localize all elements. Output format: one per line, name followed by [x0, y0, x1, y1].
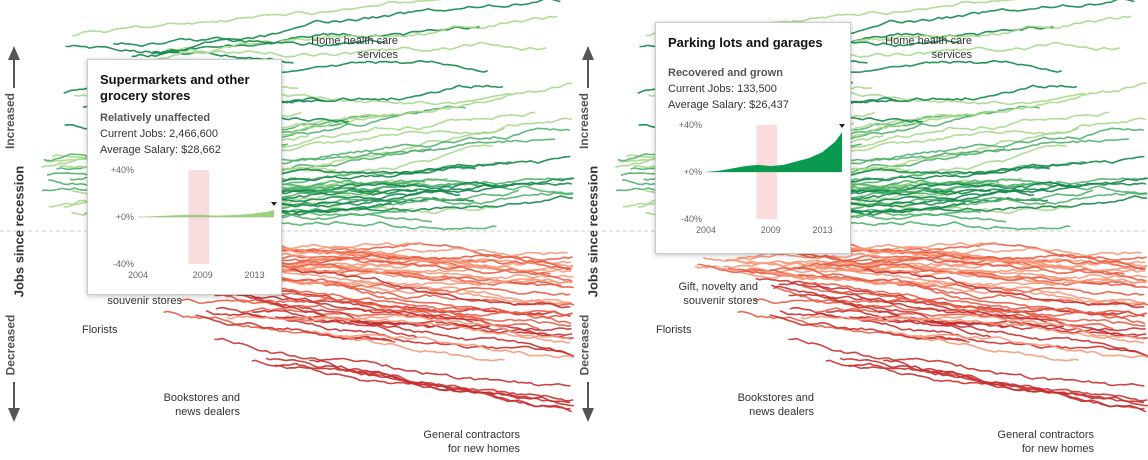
axis-arrows: [8, 46, 20, 422]
tooltip-average-salary: Average Salary: $26,437: [668, 99, 789, 111]
industry-line: [748, 267, 1145, 304]
industry-line: [195, 314, 392, 342]
x-tick-label: 2009: [761, 225, 781, 235]
x-tick-label: 2013: [245, 270, 265, 280]
industry-line: [886, 330, 1079, 362]
tooltip-title: Parking lots and garages: [668, 35, 823, 50]
industry-line: [823, 262, 1148, 289]
annotation-florists: Florists: [656, 324, 692, 336]
industry-line: [251, 359, 573, 413]
increased-label: Increased: [577, 92, 592, 150]
industry-line: [802, 281, 1148, 317]
axis-arrows: [582, 46, 594, 422]
industry-line: [227, 284, 572, 327]
tooltip-supermarkets: Supermarkets and other grocery stores Re…: [87, 59, 282, 295]
industry-line: [697, 253, 1146, 274]
decreased-label: Decreased: [577, 314, 592, 376]
industry-line: [864, 268, 1145, 309]
current-marker: [271, 201, 277, 206]
right-panel: Increased Jobs since recession Decreased…: [574, 0, 1148, 460]
industry-line: [249, 262, 574, 289]
industry-line: [769, 314, 966, 342]
industry-line: [141, 15, 558, 63]
industry-line: [778, 282, 1047, 323]
industry-line: [919, 333, 1148, 359]
industry-line: [265, 357, 574, 407]
y-tick-label: +0%: [116, 212, 134, 222]
tooltip-current-jobs: Current Jobs: 133,500: [668, 83, 777, 95]
industry-line: [770, 284, 992, 339]
industry-line: [345, 333, 574, 359]
left-panel: Increased Jobs since recession Decreased…: [0, 0, 574, 455]
x-tick-label: 2009: [193, 270, 213, 280]
jobs-since-recession-label: Jobs since recession: [585, 165, 601, 298]
annotation-home-health: Home health care services: [311, 35, 398, 61]
increased-label: Increased: [3, 92, 18, 150]
industry-line: [309, 359, 574, 402]
tooltip-status: Relatively unaffected: [100, 112, 211, 124]
y-tick-label: -40%: [681, 214, 702, 224]
y-tick-label: +40%: [679, 121, 702, 130]
annotation-gift-stores: Gift, novelty and souvenir stores: [678, 281, 759, 307]
industry-line: [226, 314, 572, 341]
y-tick-label: -40%: [113, 259, 134, 269]
industry-line: [72, 0, 443, 37]
x-tick-label: 2004: [696, 225, 716, 235]
industry-line: [214, 337, 571, 387]
tooltip-current-jobs: Current Jobs: 2,466,600: [100, 128, 219, 140]
annotation-bookstores: Bookstores and news dealers: [163, 392, 240, 418]
annotation-florists: Florists: [82, 324, 118, 336]
industry-line: [883, 359, 1148, 402]
annotation-home-health: Home health care services: [885, 35, 972, 61]
industry-line: [825, 359, 1147, 413]
x-tick-label: 2013: [813, 225, 833, 235]
industry-line: [228, 281, 574, 317]
industry-line: [839, 357, 1148, 407]
x-tick-label: 2004: [128, 270, 148, 280]
jobs-since-recession-label: Jobs since recession: [11, 165, 27, 298]
industry-line: [827, 297, 1148, 357]
industry-line: [152, 0, 561, 54]
industry-line: [769, 251, 1146, 282]
tooltip-status: Recovered and grown: [668, 67, 783, 79]
industry-line: [800, 314, 1146, 341]
tooltip-title: Supermarkets and other grocery stores: [100, 72, 250, 103]
tooltip-parking: Parking lots and garages Recovered and g…: [655, 22, 851, 254]
industry-line: [253, 297, 574, 357]
industry-line: [848, 364, 1145, 410]
y-tick-label: +0%: [684, 167, 702, 177]
current-marker: [839, 124, 845, 129]
annotation-general-contractors: General contractors for new homes: [423, 429, 520, 455]
y-tick-label: +40%: [111, 166, 134, 175]
industry-line: [312, 330, 505, 362]
industry-line: [274, 364, 571, 410]
decreased-label: Decreased: [3, 314, 18, 376]
series-area: [138, 209, 274, 217]
industry-line: [290, 268, 571, 309]
industry-line: [726, 259, 1147, 284]
series-area: [706, 132, 842, 172]
industry-line: [165, 41, 547, 58]
mini-chart: +40% +0% -40%2004 2009 2013: [679, 120, 845, 235]
annotation-bookstores: Bookstores and news dealers: [737, 392, 814, 418]
annotation-general-contractors: General contractors for new homes: [997, 429, 1094, 455]
tooltip-average-salary: Average Salary: $28,662: [100, 144, 221, 156]
industry-line: [788, 337, 1145, 387]
mini-chart: +40% +0% -40%2004 2009 2013: [111, 165, 277, 280]
industry-line: [113, 36, 386, 48]
industry-line: [801, 284, 1146, 327]
